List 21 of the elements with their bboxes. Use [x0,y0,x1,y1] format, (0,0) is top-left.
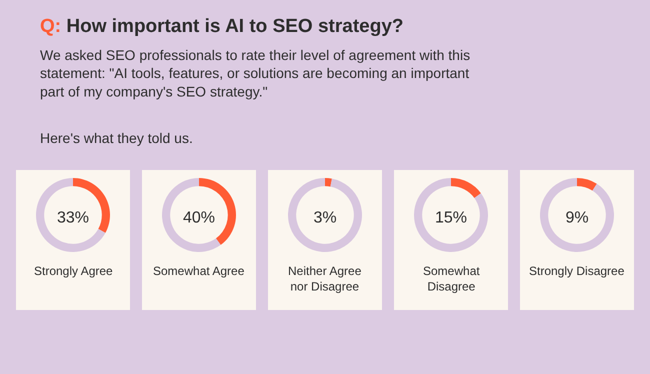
text: Neither Agree nor Disagree [288,264,362,294]
text: 15% [434,210,468,226]
text: 40% [182,210,216,226]
text: 9% [565,210,589,226]
text: Strongly Disagree [529,264,625,278]
text: Strongly Agree [34,264,114,278]
donut-slice [325,178,332,187]
donut-slice [414,178,488,252]
text: Somewhat Agree [153,264,245,278]
text: Somewhat Disagree [423,264,480,294]
donut-slice [162,178,221,252]
text: Q: How important is AI to SEO strategy? [40,16,404,37]
text: 33% [56,210,90,226]
text: We asked SEO professionals to rate their level of agreement with this statement: "AI tools, features, or solutions are becoming an important part of my company's SEO strategy." [40,47,470,100]
donut-slice [577,178,597,191]
text: 3% [313,210,337,226]
donut-slice [288,178,362,252]
text: Here's what they told us. [40,130,193,146]
donut-slice [540,178,614,252]
donut-slice [36,178,106,252]
donut-slice [451,178,481,198]
